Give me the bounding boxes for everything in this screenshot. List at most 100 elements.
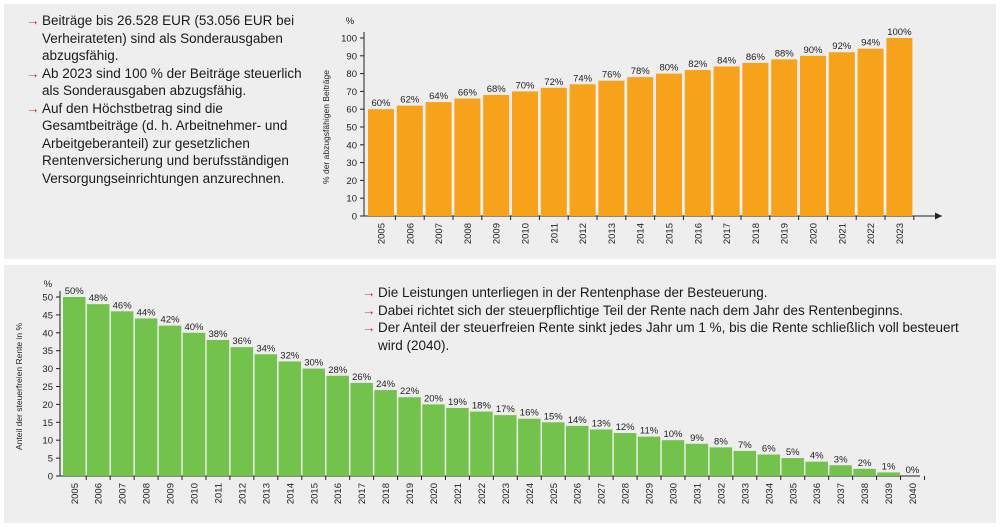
arrow-right-icon: → (362, 320, 376, 335)
bottom-chart-x-tick-label: 2015 (309, 483, 320, 504)
top-chart-bar (368, 109, 394, 216)
bottom-chart-x-tick-label: 2031 (692, 483, 703, 504)
bottom-chart-value-label: 9% (690, 433, 704, 444)
top-chart-y-tick-label: 50 (346, 123, 357, 134)
bottom-chart-y-tick-label: 50 (42, 293, 53, 304)
bottom-chart-y-tick-label: 5 (48, 454, 53, 465)
top-chart-value-label: 86% (746, 52, 766, 63)
top-chart-bar (742, 62, 769, 216)
top-chart-x-tick-label: 2018 (751, 223, 762, 244)
top-chart-x-tick-label: 2011 (549, 223, 560, 243)
bottom-chart-value-label: 32% (280, 350, 300, 361)
top-chart-value-label: 72% (544, 77, 564, 88)
bottom-chart-x-tick-label: 2022 (477, 483, 488, 504)
bottom-chart-bar (182, 332, 206, 476)
top-chart-x-axis-arrow-icon (935, 212, 942, 220)
top-chart-x-tick-label: 2016 (693, 223, 704, 244)
arrow-right-icon: → (362, 302, 376, 318)
top-chart-x-tick-label: 2007 (434, 223, 445, 244)
bottom-chart-bar (733, 450, 757, 476)
bottom-chart-value-label: 15% (544, 411, 564, 422)
bottom-chart-x-tick-label: 2025 (549, 483, 560, 504)
top-chart-bar (512, 91, 538, 216)
bottom-chart-x-tick-label: 2033 (740, 483, 751, 504)
bottom-chart-bar (542, 422, 565, 476)
bottom-chart-value-label: 22% (400, 386, 420, 397)
bottom-chart-y-tick-label: 25 (42, 382, 53, 393)
top-chart-x-tick-label: 2014 (636, 223, 647, 244)
top-chart-x-tick-label: 2006 (405, 223, 416, 244)
top-chart-y-tick-label: 40 (346, 140, 357, 151)
bottom-chart-value-label: 28% (328, 365, 348, 376)
bottom-chart-x-tick-label: 2026 (573, 483, 584, 504)
bottom-chart-value-label: 8% (714, 436, 728, 447)
top-chart-x-tick-label: 2013 (607, 223, 618, 244)
bottom-chart-value-label: 1% (882, 461, 896, 472)
top-chart-bar (454, 98, 481, 216)
arrow-right-icon: → (26, 65, 40, 81)
bottom-chart-value-label: 4% (810, 451, 824, 462)
bottom-chart-bar (254, 354, 278, 476)
bottom-bullet-1: → Die Leistungen unterliegen in der Rente… (362, 285, 768, 300)
bottom-chart-bar (613, 433, 637, 476)
top-chart-value-label: 74% (573, 73, 593, 84)
top-chart-bar (483, 94, 510, 216)
bottom-chart-bar (63, 297, 86, 476)
arrow-right-icon: → (26, 13, 40, 28)
top-chart-value-label: 82% (688, 59, 708, 70)
bottom-chart-x-tick-label: 2039 (884, 483, 895, 504)
bottom-chart-bar (661, 440, 685, 476)
top-bullet-2: → Ab 2023 sind 100 % der Beiträge steuerl… (26, 65, 302, 99)
bottom-chart-x-tick-label: 2018 (381, 483, 392, 504)
bottom-chart-value-label: 26% (352, 372, 372, 383)
top-chart-x-tick-label: 2020 (809, 223, 820, 244)
top-chart-bar (828, 52, 855, 216)
top-chart-x-tick-label: 2010 (521, 223, 532, 244)
bottom-chart-x-tick-label: 2016 (333, 483, 344, 504)
bottom-chart-bar (877, 472, 900, 476)
top-chart-x-tick-label: 2017 (722, 223, 733, 244)
top-chart-x-tick-label: 2012 (578, 223, 589, 244)
bottom-chart-x-tick-label: 2020 (429, 483, 440, 504)
top-chart-x-tick-label: 2009 (492, 223, 503, 244)
top-chart-x-tick-label: 2015 (665, 223, 676, 244)
bottom-chart-value-label: 5% (786, 447, 800, 458)
bottom-chart-value-label: 24% (376, 379, 396, 390)
top-chart-value-label: 80% (659, 63, 679, 74)
bottom-chart-value-label: 19% (448, 397, 468, 408)
top-chart-bar (684, 70, 711, 216)
top-chart-value-label: 68% (487, 84, 507, 95)
bottom-chart-x-tick-label: 2030 (669, 483, 680, 504)
top-chart-x-tick-label: 2005 (377, 223, 388, 244)
bottom-chart-x-tick-label: 2038 (860, 483, 871, 504)
bottom-chart-x-tick-label: 2036 (812, 483, 823, 504)
bottom-chart-x-tick-label: 2032 (716, 483, 727, 504)
top-chart-x-tick-label: 2023 (895, 223, 906, 244)
bottom-chart-bar (422, 404, 445, 476)
bottom-chart-value-label: 2% (858, 458, 872, 469)
top-chart-value-label: 76% (602, 70, 622, 81)
bottom-chart-x-tick-label: 2007 (118, 483, 129, 504)
top-chart-bar (627, 77, 654, 216)
top-chart-y-tick-label: 0 (352, 212, 357, 223)
bottom-chart-bar (565, 425, 589, 476)
bottom-chart-x-tick-label: 2014 (285, 483, 296, 504)
bottom-chart-bar (350, 382, 373, 476)
bottom-chart-x-tick-label: 2008 (142, 483, 153, 504)
top-chart-bar (569, 84, 596, 216)
bottom-chart-x-tick-label: 2010 (190, 483, 201, 504)
top-chart-value-label: 70% (515, 80, 535, 91)
top-chart-value-label: 78% (631, 66, 651, 77)
bottom-chart-x-tick-label: 2019 (405, 483, 416, 504)
top-bullet-1: → Beiträge bis 26.528 EUR (53.056 EUR bei… (26, 13, 295, 63)
bottom-chart-bar (685, 443, 709, 476)
bottom-chart-y-tick-label: 15 (42, 418, 53, 429)
bottom-chart-bar (110, 311, 134, 476)
bottom-chart-x-tick-label: 2009 (166, 483, 177, 504)
bottom-chart-value-label: 40% (184, 322, 204, 333)
top-chart-bar (656, 73, 682, 216)
top-chart-y-axis-title: % der abzugsfähigen Beiträge (321, 70, 331, 184)
bottom-chart-y-tick-label: 10 (42, 436, 53, 447)
bottom-chart-bar (230, 347, 254, 476)
bottom-chart-x-tick-label: 2013 (261, 483, 272, 504)
